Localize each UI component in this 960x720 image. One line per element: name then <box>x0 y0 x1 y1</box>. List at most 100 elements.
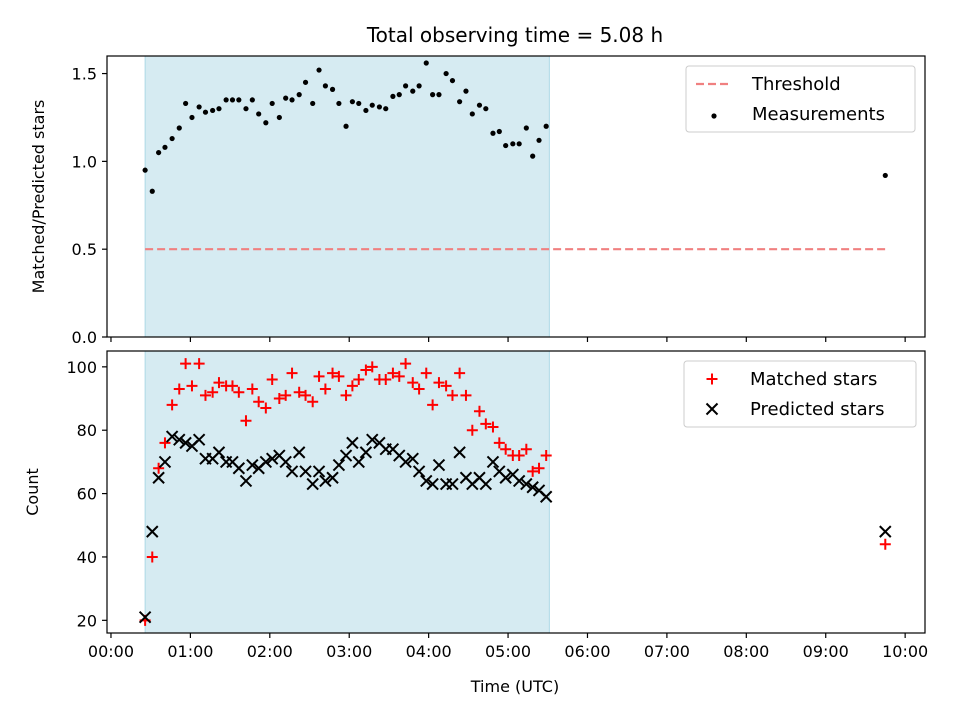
matched-star-point <box>513 450 525 462</box>
measurement-point <box>490 130 496 136</box>
matched-star-point <box>480 418 492 430</box>
matched-star-point <box>213 377 225 389</box>
matched-star-point <box>353 374 365 386</box>
predicted-star-point <box>292 446 306 459</box>
matched-star-point <box>333 370 345 382</box>
predicted-star-point <box>446 477 459 491</box>
measurement-point <box>329 86 336 92</box>
predicted-star-point <box>312 465 326 478</box>
measurement-point <box>416 83 422 89</box>
measurement-point <box>229 97 236 103</box>
matched-star-point <box>207 386 219 398</box>
legend-matched-handle <box>706 373 718 385</box>
matched-star-point <box>286 367 298 379</box>
measurement-point <box>189 114 195 121</box>
matched-star-point <box>420 367 432 379</box>
predicted-star-point <box>332 458 346 472</box>
measurement-point <box>210 107 216 114</box>
matched-star-point <box>300 389 312 401</box>
measurement-point <box>423 60 429 66</box>
measurement-point <box>530 153 536 159</box>
predicted-star-point <box>232 462 246 475</box>
matched-star-point <box>879 538 891 550</box>
measurement-point <box>202 109 209 115</box>
matched-star-point <box>400 358 412 370</box>
predicted-star-point <box>420 474 433 488</box>
matched-star-point <box>180 358 192 370</box>
predicted-star-point <box>539 490 553 503</box>
predicted-star-point <box>212 446 226 459</box>
matched-star-point <box>327 367 339 379</box>
predicted-star-point <box>453 446 466 459</box>
top-y-tick-label: 1.0 <box>72 152 97 171</box>
measurement-point <box>249 97 255 103</box>
measurement-point <box>256 111 262 117</box>
top-y-tick-label: 0.5 <box>72 240 97 259</box>
x-tick-label: 00:00 <box>88 642 134 661</box>
matched-star-point <box>173 383 185 395</box>
predicted-star-point <box>299 465 312 478</box>
matched-star-point <box>186 380 198 392</box>
measurement-point <box>223 97 229 103</box>
predicted-star-point <box>412 465 426 478</box>
measurement-point <box>310 100 316 107</box>
predicted-star-point <box>366 433 379 446</box>
bottom-y-tick-label: 80 <box>77 421 97 440</box>
matched-star-point <box>260 402 272 414</box>
predicted-star-point <box>259 455 273 469</box>
predicted-star-point <box>486 455 500 469</box>
measurement-point <box>396 92 402 98</box>
x-tick-label: 09:00 <box>803 642 849 661</box>
predicted-star-point <box>512 474 526 488</box>
matched-star-point <box>159 437 171 449</box>
matched-star-point <box>293 386 305 398</box>
predicted-star-point <box>265 452 279 465</box>
legend-predicted-handle <box>705 402 719 416</box>
predicted-star-point <box>426 477 439 491</box>
measurement-point <box>449 77 456 84</box>
matched-star-point <box>340 389 352 401</box>
measurement-point <box>162 144 168 150</box>
measurement-point <box>263 120 269 126</box>
legend-measurement-handle <box>711 113 717 119</box>
matched-star-point <box>527 465 539 477</box>
matched-star-point <box>199 389 211 401</box>
legend-box <box>683 360 917 428</box>
top-axes-frame <box>106 55 926 338</box>
top-y-axis-label: Matched/Predicted stars <box>29 100 48 294</box>
predicted-star-point <box>479 477 493 491</box>
predicted-star-point <box>306 477 319 491</box>
top-legend: Threshold Measurements <box>685 65 916 133</box>
measurement-point <box>302 79 309 85</box>
matched-star-point <box>166 399 178 411</box>
predicted-star-point <box>499 471 512 484</box>
predicted-star-point <box>526 481 539 494</box>
measurement-point <box>243 106 249 112</box>
top-y-tick-label: 1.5 <box>72 65 97 84</box>
matched-star-point <box>440 380 452 392</box>
measurement-point <box>169 135 175 142</box>
matched-star-point <box>380 374 392 386</box>
matched-star-point <box>246 383 258 395</box>
measurement-point <box>463 88 469 94</box>
matched-star-point <box>273 393 285 405</box>
matched-star-point <box>460 389 472 401</box>
matched-star-point <box>226 380 238 392</box>
measurement-point <box>216 106 222 112</box>
measurement-point <box>443 70 449 77</box>
predicted-star-point <box>173 433 186 446</box>
measurement-point <box>543 123 549 129</box>
chart-title: Total observing time = 5.08 h <box>366 23 663 47</box>
measurement-point <box>536 137 542 143</box>
predicted-star-point <box>179 436 192 450</box>
measurement-point <box>503 142 509 149</box>
predicted-star-point <box>520 477 533 491</box>
matched-star-point <box>313 370 325 382</box>
bottom-panel-counts: 20 40 60 80 100 00:00 01:00 02:00 03:00 04:00 05:0… <box>23 350 928 661</box>
measurement-point <box>142 167 148 173</box>
predicted-star-point <box>279 455 292 469</box>
legend-entry-label: Threshold <box>751 74 841 95</box>
x-axis-label: Time (UTC) <box>470 677 559 696</box>
x-tick-label: 06:00 <box>564 642 610 661</box>
